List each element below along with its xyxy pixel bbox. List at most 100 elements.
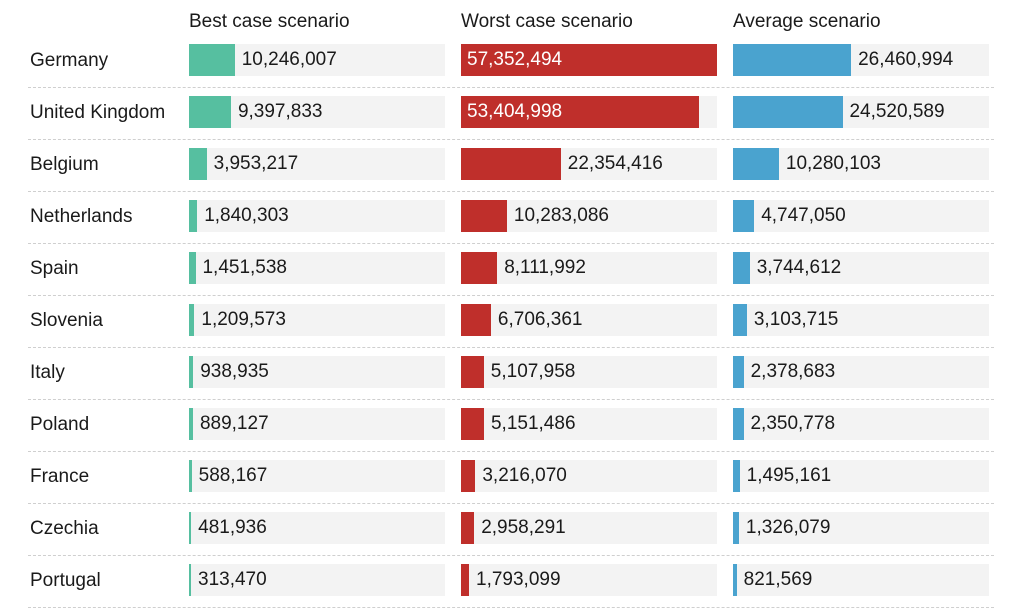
bar-track-worst: 1,793,099 <box>461 564 717 596</box>
bar-track-best: 313,470 <box>189 564 445 596</box>
bar-track-average: 24,520,589 <box>733 96 989 128</box>
value-label-worst: 10,283,086 <box>513 205 609 226</box>
value-label-worst: 6,706,361 <box>497 309 583 330</box>
bar-track-average: 10,280,103 <box>733 148 989 180</box>
bar-track-average: 4,747,050 <box>733 200 989 232</box>
row-divider <box>28 503 994 504</box>
bar-track-worst: 53,404,998 <box>461 96 717 128</box>
bar-track-best: 938,935 <box>189 356 445 388</box>
country-label: Portugal <box>30 570 101 591</box>
bar-track-worst: 5,107,958 <box>461 356 717 388</box>
bar-worst <box>461 460 476 492</box>
bar-worst <box>461 96 700 128</box>
bar-worst <box>461 44 717 76</box>
value-label-worst: 3,216,070 <box>482 465 567 486</box>
bar-average <box>733 408 744 440</box>
row-divider <box>28 139 994 140</box>
value-label-best: 1,451,538 <box>202 257 287 278</box>
column-header-average: Average scenario <box>733 11 881 32</box>
value-label-average: 10,280,103 <box>785 153 881 174</box>
column-header-best: Best case scenario <box>189 11 350 32</box>
bar-track-worst: 10,283,086 <box>461 200 717 232</box>
row-divider <box>28 555 994 556</box>
bar-average <box>733 252 750 284</box>
bar-track-best: 10,246,007 <box>189 44 445 76</box>
table-row: Germany 10,246,007 57,352,494 26,460,994 <box>28 36 994 88</box>
bar-track-average: 2,378,683 <box>733 356 989 388</box>
table-row: Portugal 313,470 1,793,099 821,569 <box>28 556 994 608</box>
bar-average <box>733 460 740 492</box>
bar-track-best: 1,840,303 <box>189 200 445 232</box>
country-label: United Kingdom <box>30 102 166 123</box>
bar-best <box>189 44 235 76</box>
value-label-average: 821,569 <box>743 569 813 590</box>
column-header-worst: Worst case scenario <box>461 11 633 32</box>
value-label-worst: 8,111,992 <box>504 257 586 278</box>
bar-track-average: 26,460,994 <box>733 44 989 76</box>
row-divider <box>28 451 994 452</box>
bar-worst <box>461 408 484 440</box>
bar-track-best: 1,209,573 <box>189 304 445 336</box>
country-label: Spain <box>30 258 79 279</box>
country-label: Italy <box>30 362 65 383</box>
value-label-best: 889,127 <box>199 413 269 434</box>
bar-average <box>733 356 744 388</box>
bar-track-best: 3,953,217 <box>189 148 445 180</box>
bar-average <box>733 512 739 544</box>
value-label-worst: 53,404,998 <box>467 101 563 122</box>
bar-best <box>189 512 192 544</box>
country-label: France <box>30 466 90 487</box>
row-divider <box>28 295 994 296</box>
bar-worst <box>461 200 507 232</box>
value-label-worst: 57,352,494 <box>467 49 563 70</box>
value-label-average: 3,744,612 <box>756 257 842 278</box>
bar-average <box>733 96 843 128</box>
bar-worst <box>461 564 469 596</box>
bar-best <box>189 304 195 336</box>
value-label-best: 1,840,303 <box>204 205 289 226</box>
value-label-average: 24,520,589 <box>849 101 945 122</box>
bar-average <box>733 564 737 596</box>
table-row: Italy 938,935 5,107,958 2,378,683 <box>28 348 994 400</box>
bar-track-worst: 5,151,486 <box>461 408 717 440</box>
bar-track-best: 481,936 <box>189 512 445 544</box>
value-label-best: 9,397,833 <box>237 101 323 122</box>
bar-track-average: 3,103,715 <box>733 304 989 336</box>
country-label: Germany <box>30 50 109 71</box>
bar-best <box>189 460 192 492</box>
value-label-best: 313,470 <box>198 569 267 590</box>
table-row: Netherlands 1,840,303 10,283,086 4,747,050 <box>28 192 994 244</box>
bar-average <box>733 44 852 76</box>
bar-average <box>733 148 779 180</box>
row-divider <box>28 243 994 244</box>
value-label-best: 1,209,573 <box>201 309 286 330</box>
bar-worst <box>461 304 491 336</box>
bar-average <box>733 304 747 336</box>
bar-track-best: 889,127 <box>189 408 445 440</box>
bar-best <box>189 356 194 388</box>
value-label-average: 2,378,683 <box>750 361 836 382</box>
row-divider <box>28 191 994 192</box>
bar-best <box>189 148 207 180</box>
value-label-best: 3,953,217 <box>213 153 299 174</box>
value-label-best: 938,935 <box>200 361 269 382</box>
value-label-best: 481,936 <box>198 517 267 538</box>
country-label: Poland <box>30 414 90 435</box>
value-label-worst: 2,958,291 <box>481 517 566 538</box>
bar-worst <box>461 356 484 388</box>
bar-track-worst: 22,354,416 <box>461 148 717 180</box>
table-row: Slovenia 1,209,573 6,706,361 3,103,715 <box>28 296 994 348</box>
bar-track-worst: 57,352,494 <box>461 44 717 76</box>
value-label-best: 588,167 <box>198 465 268 486</box>
bar-best <box>189 200 198 232</box>
row-divider <box>28 347 994 348</box>
bar-average <box>733 200 755 232</box>
row-divider <box>28 399 994 400</box>
country-label: Czechia <box>30 518 99 539</box>
bar-track-average: 1,495,161 <box>733 460 989 492</box>
table-row: United Kingdom 9,397,833 53,404,998 24,520,… <box>28 88 994 140</box>
bar-best <box>189 564 191 596</box>
table-row: Poland 889,127 5,151,486 2,350,778 <box>28 400 994 452</box>
bar-track-average: 1,326,079 <box>733 512 989 544</box>
